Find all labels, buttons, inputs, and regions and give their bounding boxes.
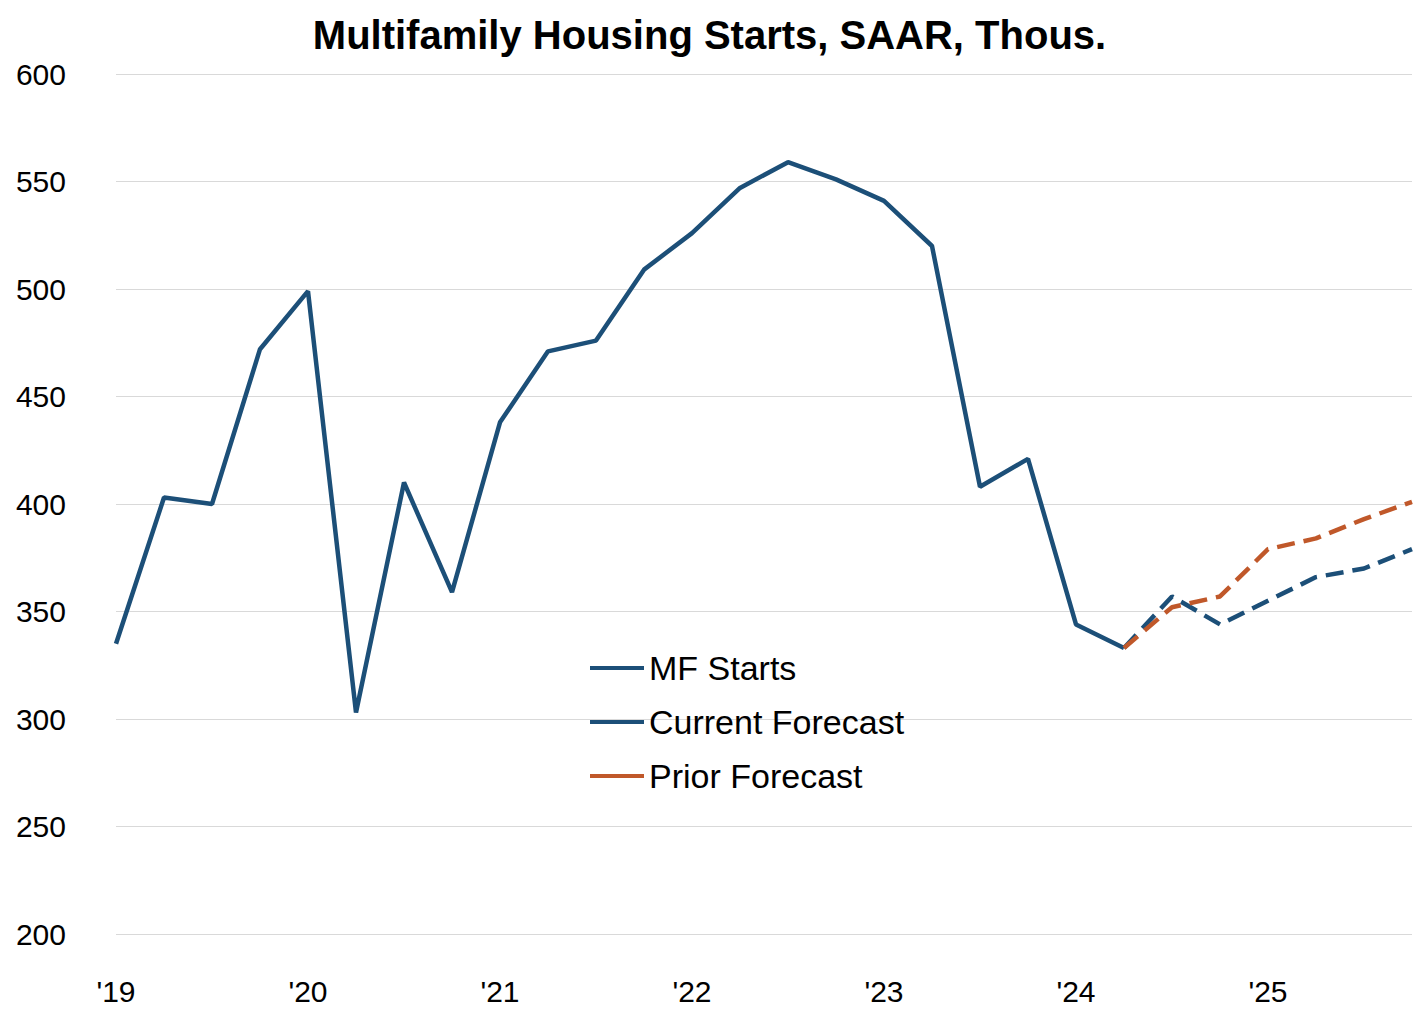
svg-text:200: 200 [16, 918, 66, 951]
svg-text:'23: '23 [864, 975, 903, 1008]
svg-text:'21: '21 [480, 975, 519, 1008]
svg-text:'25: '25 [1248, 975, 1287, 1008]
svg-text:'22: '22 [672, 975, 711, 1008]
svg-text:300: 300 [16, 703, 66, 736]
svg-text:Prior Forecast: Prior Forecast [649, 757, 863, 795]
svg-text:600: 600 [16, 58, 66, 91]
svg-text:550: 550 [16, 165, 66, 198]
svg-text:Current Forecast: Current Forecast [649, 703, 905, 741]
svg-text:250: 250 [16, 810, 66, 843]
svg-text:Multifamily Housing Starts, SA: Multifamily Housing Starts, SAAR, Thous. [313, 13, 1106, 57]
svg-text:'19: '19 [96, 975, 135, 1008]
svg-text:450: 450 [16, 380, 66, 413]
svg-text:500: 500 [16, 273, 66, 306]
svg-text:400: 400 [16, 488, 66, 521]
svg-text:'20: '20 [288, 975, 327, 1008]
svg-text:MF Starts: MF Starts [649, 649, 796, 687]
svg-text:350: 350 [16, 595, 66, 628]
svg-text:'24: '24 [1056, 975, 1095, 1008]
